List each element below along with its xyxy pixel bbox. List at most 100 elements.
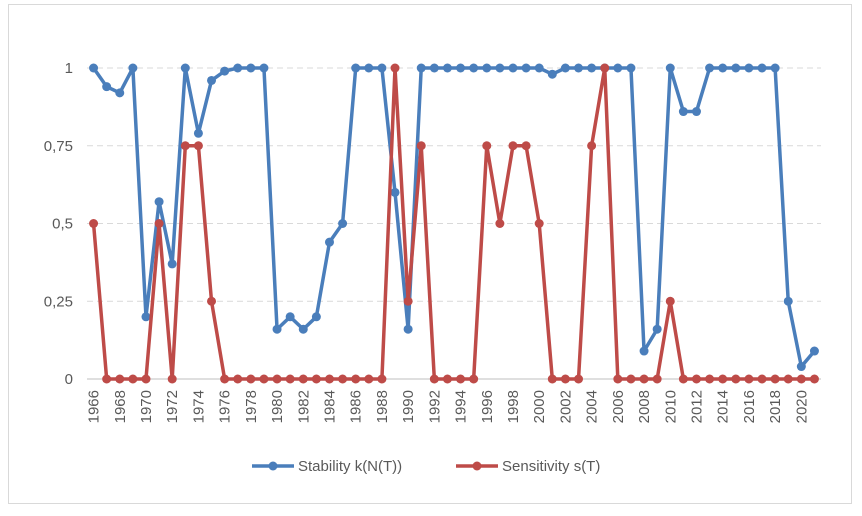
data-point — [298, 324, 308, 334]
data-point — [705, 63, 715, 73]
data-point — [403, 296, 413, 306]
data-point — [377, 374, 387, 384]
data-point — [403, 324, 413, 334]
data-point — [154, 219, 164, 228]
data-point — [207, 296, 217, 306]
data-point — [796, 374, 806, 384]
x-tick-label: 2000 — [531, 390, 548, 423]
x-tick-label: 1980 — [269, 390, 286, 423]
data-point — [482, 141, 492, 151]
data-point — [154, 197, 164, 207]
data-point — [534, 63, 544, 73]
data-point — [626, 63, 636, 73]
data-point — [167, 374, 177, 384]
data-point — [665, 63, 675, 73]
data-point — [639, 374, 649, 384]
data-point — [809, 346, 819, 356]
data-point — [167, 259, 177, 269]
data-point — [744, 374, 754, 384]
data-point — [560, 374, 570, 384]
data-point — [180, 141, 190, 151]
data-point — [718, 374, 728, 384]
data-point — [534, 219, 544, 228]
x-tick-label: 2010 — [662, 390, 679, 423]
data-point — [508, 63, 518, 73]
x-tick-label: 1986 — [348, 390, 365, 423]
data-point — [770, 374, 780, 384]
data-point — [233, 63, 243, 73]
x-tick-label: 1996 — [479, 390, 496, 423]
data-point — [652, 324, 662, 334]
data-point — [469, 63, 479, 73]
data-point — [102, 374, 112, 384]
legend-marker — [472, 461, 482, 471]
data-point — [600, 63, 610, 73]
data-point — [678, 107, 688, 117]
data-point — [128, 374, 138, 384]
x-tick-label: 1976 — [217, 390, 234, 423]
data-point — [796, 362, 806, 372]
data-point — [311, 312, 321, 322]
data-point — [272, 324, 282, 334]
x-tick-label: 1984 — [321, 390, 338, 423]
data-point — [377, 63, 387, 73]
data-point — [115, 88, 125, 98]
x-tick-label: 2012 — [688, 390, 705, 423]
data-point — [351, 374, 361, 384]
data-point — [102, 82, 112, 92]
y-tick-label: 0,75 — [44, 138, 73, 155]
y-tick-label: 0,25 — [44, 293, 73, 310]
data-point — [141, 374, 151, 384]
x-tick-label: 1990 — [400, 390, 417, 423]
data-point — [416, 141, 426, 151]
series-stability — [89, 63, 819, 372]
data-point — [691, 374, 701, 384]
data-point — [390, 63, 400, 73]
data-point — [285, 374, 295, 384]
data-point — [521, 63, 531, 73]
data-point — [220, 66, 230, 76]
data-point — [246, 374, 256, 384]
data-point — [324, 237, 334, 247]
x-tick-label: 1988 — [374, 390, 391, 423]
data-point — [193, 141, 203, 151]
x-tick-label: 1982 — [295, 390, 312, 423]
data-point — [482, 63, 492, 73]
data-point — [233, 374, 243, 384]
y-axis-ticks: 0 0,25 0,5 0,75 1 — [44, 60, 73, 388]
legend-label: Stability k(N(T)) — [298, 458, 402, 475]
x-tick-label: 2018 — [767, 390, 784, 423]
data-point — [324, 374, 334, 384]
series-layer — [89, 63, 819, 384]
x-tick-label: 1978 — [243, 390, 260, 423]
data-point — [665, 296, 675, 306]
data-point — [128, 63, 138, 73]
data-point — [193, 128, 203, 138]
x-tick-label: 1972 — [164, 390, 181, 423]
chart-frame — [8, 4, 852, 504]
data-point — [285, 312, 295, 322]
x-tick-label: 1968 — [112, 390, 129, 423]
data-point — [207, 75, 217, 85]
data-point — [89, 63, 99, 73]
legend-label: Sensitivity s(T) — [502, 458, 600, 475]
data-point — [456, 63, 466, 73]
data-point — [587, 63, 597, 73]
data-point — [141, 312, 151, 322]
x-tick-label: 1998 — [505, 390, 522, 423]
x-tick-label: 2014 — [715, 390, 732, 423]
data-point — [220, 374, 230, 384]
series-line — [92, 66, 816, 369]
series-sensitivity — [89, 63, 819, 384]
data-point — [547, 374, 557, 384]
data-point — [718, 63, 728, 73]
data-point — [311, 374, 321, 384]
data-point — [678, 374, 688, 384]
data-point — [809, 374, 819, 384]
data-point — [495, 219, 505, 228]
x-tick-label: 2004 — [584, 390, 601, 423]
x-tick-label: 1966 — [86, 390, 103, 423]
data-point — [757, 374, 767, 384]
data-point — [652, 374, 662, 384]
